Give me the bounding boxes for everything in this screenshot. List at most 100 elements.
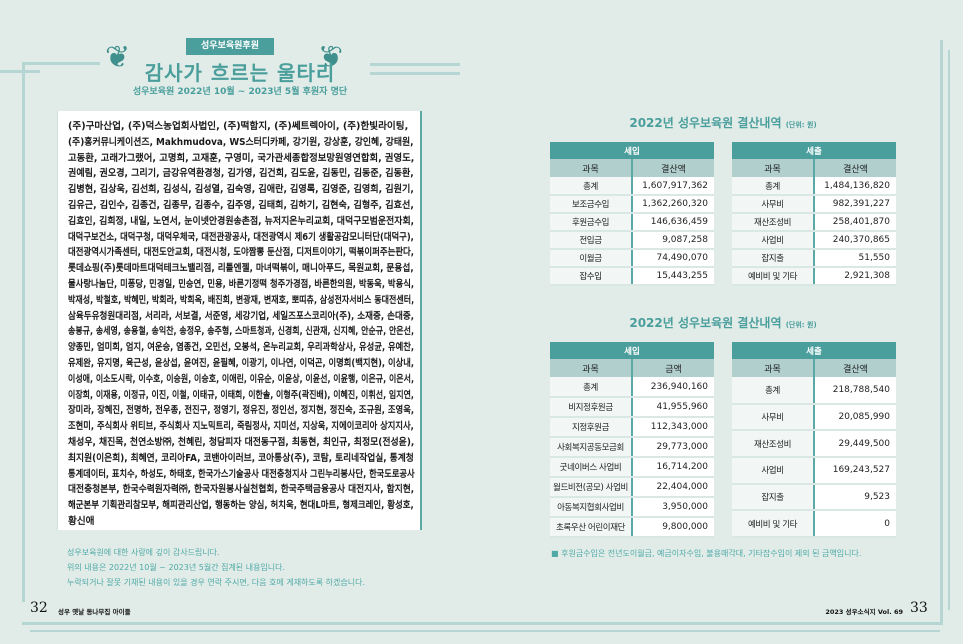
donor-line: 고동환, 고래가그랬어, 고명희, 고재훈, 구영미, 국가관세종합정보망원영연… — [68, 152, 415, 164]
table-row: 잡지출 51,550 — [732, 249, 896, 268]
table-section-header: 세입 — [550, 342, 714, 359]
amount-cell: 15,443,255 — [632, 267, 714, 286]
amount-cell: 3,950,000 — [632, 497, 714, 518]
header-banner: 성우보육원후원 — [186, 38, 274, 55]
donor-line: 통계데이터, 표치수, 하성도, 하태호, 한국가스기술공사 대전충청지사 그린… — [68, 468, 415, 480]
item-cell: 잡지출 — [732, 249, 815, 268]
table-row: 총계 236,940,160 — [550, 377, 714, 398]
item-cell: 재산조성비 — [732, 213, 815, 232]
table-row: 사업비 169,243,527 — [732, 457, 896, 485]
amount-cell: 1,362,260,320 — [632, 195, 714, 214]
item-cell: 사업비 — [732, 231, 815, 250]
item-cell: 지정후원금 — [550, 417, 633, 438]
donor-line: 최지원(이은희), 최혜연, 코리아FA, 코밴아이러브, 코아통상(주), 코… — [68, 452, 414, 464]
table-row: 사무비 20,085,990 — [732, 403, 896, 432]
notes: 성우보육원에 대한 사랑에 깊이 감사드립니다. 위의 내용은 2022년 10… — [67, 545, 365, 590]
donor-line: 유제완, 유지명, 육근성, 윤상섭, 윤여진, 윤필혜, 이광기, 이나연, … — [68, 357, 415, 369]
column-header-item: 과목 — [550, 359, 633, 377]
amount-cell: 41,955,960 — [632, 397, 714, 418]
item-cell: 전입금 — [550, 231, 633, 250]
page-subtitle: 성우보육원 2022년 10월 ~ 2023년 5월 후원자 명단 — [132, 87, 348, 97]
item-cell: 잡수입 — [550, 267, 633, 286]
note-line: 성우보육원에 대한 사랑에 깊이 감사드립니다. — [67, 548, 220, 557]
table-row: 사무비 982,391,227 — [732, 195, 896, 214]
table-row: 총계 1,484,136,820 — [732, 177, 896, 196]
donor-line: 물사랑나눔단, 미퐁당, 민경일, 민승연, 민용, 바른기정떡 청주가경점, … — [68, 278, 415, 290]
donor-line: 대전광역시가족센터, 대전도안교회, 대전시청, 도야짬뽕 둔산점, 디저트이야… — [68, 247, 414, 259]
donor-line: 김효인, 김희정, 내일, 노연서, 눈이넷안경원송촌점, 뉴저지온누리교회, … — [68, 215, 415, 227]
item-cell: 예비비 및 기타 — [732, 510, 815, 539]
item-cell: 예비비 및 기타 — [732, 267, 815, 286]
amount-cell: 9,800,000 — [632, 517, 714, 538]
donor-line: 양종민, 엄미희, 엄지, 여운승, 염종건, 오민선, 오봉석, 온누리교회,… — [68, 342, 415, 354]
amount-cell: 1,484,136,820 — [814, 177, 896, 196]
frame-line — [22, 622, 942, 625]
footer-right-text: 2023 성우소식지 Vol. 69 — [825, 608, 903, 616]
item-cell: 보조금수입 — [550, 195, 633, 214]
table-row: 월드비전(공모) 사업비 22,404,000 — [550, 477, 714, 498]
expense-table: 세출 과목 결산액 총계 218,788,540 사무비 20,085,990 재산조성비 29… — [732, 342, 896, 539]
donor-line: 황신애 — [68, 515, 95, 527]
amount-cell: 2,921,308 — [814, 267, 896, 286]
amount-cell: 218,788,540 — [814, 377, 896, 405]
unit-label: (단위: 원) — [785, 121, 817, 129]
donor-list: (주)구마산업, (주)덕스농업회사법인, (주)떡함지, (주)쎄트렉아이, … — [68, 119, 415, 530]
settlement-title-text: 2022년 성우보육원 결산내역 — [629, 116, 782, 130]
amount-cell: 982,391,227 — [814, 195, 896, 214]
page-title: 감사가 흐르는 울타리 — [144, 61, 336, 85]
item-cell: 총계 — [732, 177, 815, 196]
donor-line: 김유근, 김인수, 김종건, 김종무, 김종수, 김주영, 김태희, 김하기, … — [68, 199, 414, 211]
amount-cell: 22,404,000 — [632, 477, 714, 498]
amount-cell: 16,714,200 — [632, 457, 714, 478]
table-section-header: 세출 — [732, 342, 896, 359]
expense-table: 세출 과목 결산액 총계 1,484,136,820 사무비 982,391,227 재산조성… — [732, 142, 896, 286]
amount-cell: 9,523 — [814, 483, 896, 512]
table-row: 잡수입 15,443,255 — [550, 267, 714, 286]
column-header-amount: 결산액 — [632, 159, 714, 177]
amount-cell: 20,085,990 — [814, 403, 896, 432]
donor-line: 이성애, 이소도시락, 이수호, 이승원, 이승호, 이애린, 이유순, 이윤상… — [68, 373, 415, 385]
table-row: 비지정후원금 41,955,960 — [550, 397, 714, 418]
amount-cell: 258,401,870 — [814, 213, 896, 232]
item-cell: 사회복지공동모금회 — [550, 437, 633, 458]
amount-cell: 240,370,865 — [814, 231, 896, 250]
item-cell: 잡지출 — [732, 483, 815, 512]
settlement-title: 2022년 성우보육원 결산내역 (단위: 원) — [563, 114, 883, 131]
item-cell: 총계 — [550, 177, 633, 196]
table-row: 초록우산 어린이재단 9,800,000 — [550, 517, 714, 538]
donor-line: 해군본부 기획관리참모부, 해피관리산업, 행동하는 양심, 허치욱, 현대L마… — [68, 500, 414, 512]
unit-label: (단위: 원) — [785, 321, 817, 329]
item-cell: 사업비 — [732, 457, 815, 485]
settlement-title: 2022년 성우보육원 결산내역 (단위: 원) — [563, 314, 883, 331]
settlement-title-text: 2022년 성우보육원 결산내역 — [629, 316, 782, 330]
donor-line: 삼육두유청원대리점, 서리라, 서보결, 서준영, 세강기업, 세일즈포스코리아… — [68, 310, 414, 322]
table-row: 재산조성비 29,449,500 — [732, 430, 896, 459]
table-row: 재산조성비 258,401,870 — [732, 213, 896, 232]
item-cell: 사무비 — [732, 403, 815, 432]
amount-cell: 146,636,459 — [632, 213, 714, 232]
donor-line: 이장희, 이재용, 이정규, 이진, 이철, 이태규, 이태희, 이한솔, 이형… — [68, 389, 414, 401]
frame-line — [940, 40, 943, 625]
amount-cell: 0 — [814, 510, 896, 539]
item-cell: 총계 — [550, 377, 633, 398]
column-header-amount: 금액 — [632, 359, 714, 377]
table-row: 사회복지공동모금회 29,773,000 — [550, 437, 714, 458]
donor-line: 박재성, 박철호, 박혜민, 박회라, 박희옥, 배진희, 변광재, 변재호, … — [68, 294, 415, 306]
table-row: 총계 1,607,917,362 — [550, 177, 714, 196]
table-row: 지정후원금 112,343,000 — [550, 417, 714, 438]
item-cell: 아동복지협회사업비 — [550, 497, 633, 518]
column-header-amount: 결산액 — [814, 359, 896, 377]
donor-line: (주)홍커뮤니케이션즈, Makhmudova, WS스터디카페, 강기원, 강… — [68, 136, 414, 148]
column-header-item: 과목 — [732, 359, 815, 377]
table-row: 보조금수입 1,362,260,320 — [550, 195, 714, 214]
table-row: 전입금 9,087,258 — [550, 231, 714, 250]
income-table: 세입 과목 금액 총계 236,940,160 비지정후원금 41,955,960 지정후원금… — [550, 342, 714, 538]
donor-line: (주)구마산업, (주)덕스농업회사법인, (주)떡함지, (주)쎄트렉아이, … — [68, 121, 409, 132]
table-row: 잡지출 9,523 — [732, 483, 896, 512]
page-number-left: 32 — [30, 600, 48, 616]
donor-line: 조현미, 주식회사 위티브, 주식회사 지노믹트리, 죽림정사, 지미선, 지상… — [68, 421, 414, 433]
item-cell: 사무비 — [732, 195, 815, 214]
table-row: 총계 218,788,540 — [732, 377, 896, 405]
footer-left-text: 성우 옛날 동나무집 아이들 — [58, 608, 131, 616]
item-cell: 재산조성비 — [732, 430, 815, 459]
